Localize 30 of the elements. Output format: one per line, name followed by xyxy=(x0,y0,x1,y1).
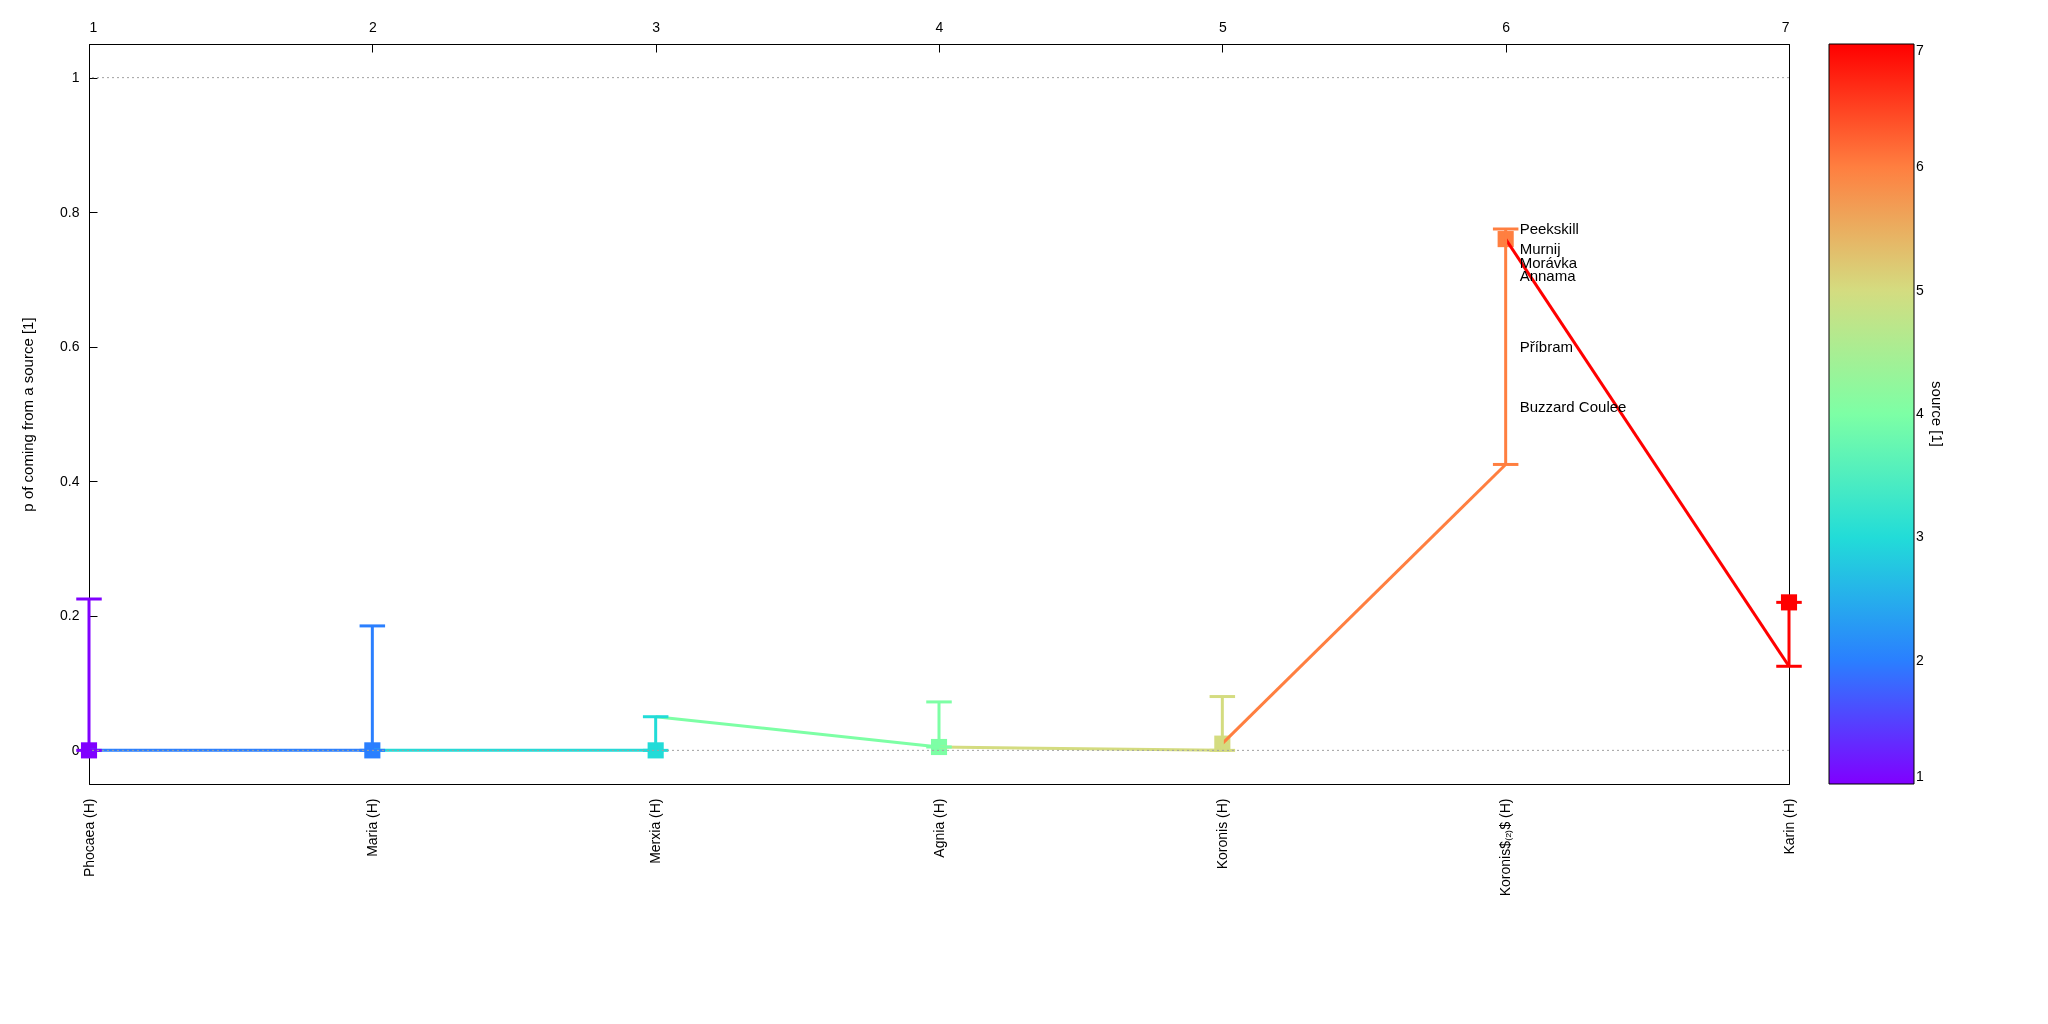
x2-tick-label: 6 xyxy=(1502,18,1511,35)
x-tick-label: Koronis$₍₂₎$ (H) xyxy=(1497,798,1514,897)
y-tick-label: 0.4 xyxy=(60,472,80,489)
x2-tick-label: 2 xyxy=(368,18,377,35)
y-axis-title: p of coming from a source [1] xyxy=(19,317,37,512)
x2-tick-label: 3 xyxy=(652,18,661,35)
x2-tick-label: 5 xyxy=(1218,18,1227,35)
color-bar-label: 2 xyxy=(1916,651,1924,668)
x-tick-label: Merxia (H) xyxy=(647,798,664,864)
y-tick-label: 0.2 xyxy=(60,607,80,624)
color-bar-label: 5 xyxy=(1916,281,1924,298)
annotation: Peekskill xyxy=(1519,220,1579,237)
color-bar-label: 7 xyxy=(1916,42,1924,58)
x-tick-label: Maria (H) xyxy=(363,798,380,857)
x-tick-label: Koronis (H) xyxy=(1213,798,1230,870)
x-tick-label: Karin (H) xyxy=(1780,798,1797,855)
y-tick-label: 0.6 xyxy=(60,338,80,355)
color-bar-title: source [1] xyxy=(1929,381,1946,447)
x2-tick-label: 7 xyxy=(1781,18,1790,35)
color-bar-label: 4 xyxy=(1916,405,1924,421)
x-tick-label: Agnia (H) xyxy=(930,798,947,858)
color-bar-label: 3 xyxy=(1916,528,1924,545)
y-tick-label: 1 xyxy=(71,69,80,86)
x2-tick-label: 4 xyxy=(935,18,944,35)
annotation: Příbram xyxy=(1519,337,1574,355)
x2-tick-label: 1 xyxy=(89,18,98,35)
color-bar-label: 6 xyxy=(1916,158,1924,175)
x-tick-label: Phocaea (H) xyxy=(80,798,97,878)
y-tick-label: 0.8 xyxy=(60,203,80,220)
color-bar-label: 1 xyxy=(1916,768,1924,784)
